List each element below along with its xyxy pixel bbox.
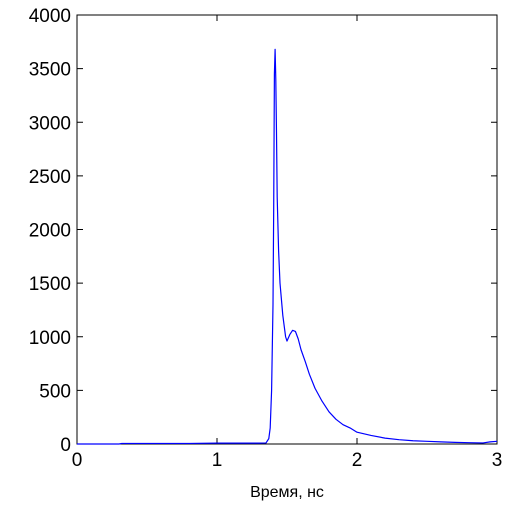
- x-tick-label: 0: [72, 450, 83, 471]
- x-tick-label: 3: [492, 450, 503, 471]
- y-tick-label: 2500: [29, 167, 71, 188]
- x-tick-label: 1: [212, 450, 223, 471]
- axis-tick-labels: 0 1 2 3 0 500 1000 1500 2000 2500 3000 3500 4000: [29, 6, 503, 471]
- y-tick-label: 2000: [29, 221, 71, 242]
- x-axis-label: Время, нс: [250, 484, 324, 501]
- y-tick-label: 1000: [29, 328, 71, 349]
- axis-ticks: [76, 14, 498, 445]
- y-tick-label: 1500: [29, 274, 71, 295]
- series-line: [77, 48, 498, 445]
- y-tick-label: 3000: [29, 113, 71, 134]
- y-tick-label: 0: [60, 435, 71, 456]
- y-tick-label: 3500: [29, 60, 71, 81]
- y-tick-label: 4000: [29, 6, 71, 27]
- x-tick-label: 2: [352, 450, 363, 471]
- plot-area: [76, 14, 498, 445]
- y-tick-label: 500: [39, 381, 71, 402]
